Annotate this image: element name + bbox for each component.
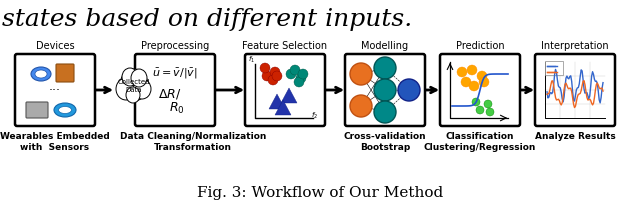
Text: Cross-validation: Cross-validation — [344, 132, 426, 141]
Text: states based on different inputs.: states based on different inputs. — [2, 8, 412, 31]
Text: $R_0$: $R_0$ — [169, 100, 185, 116]
Text: Interpretation: Interpretation — [541, 41, 609, 51]
Circle shape — [472, 98, 480, 106]
Text: Devices: Devices — [36, 41, 74, 51]
Circle shape — [270, 67, 280, 77]
Text: ...: ... — [49, 79, 61, 93]
Ellipse shape — [35, 70, 47, 78]
Text: Modelling: Modelling — [362, 41, 408, 51]
Ellipse shape — [120, 69, 148, 101]
Text: Prediction: Prediction — [456, 41, 504, 51]
Circle shape — [476, 106, 484, 114]
Circle shape — [260, 63, 270, 73]
Circle shape — [457, 67, 467, 77]
Circle shape — [484, 100, 492, 108]
Circle shape — [374, 101, 396, 123]
Ellipse shape — [31, 67, 51, 81]
Circle shape — [486, 108, 494, 116]
Circle shape — [350, 63, 372, 85]
FancyBboxPatch shape — [135, 54, 215, 126]
Ellipse shape — [116, 78, 136, 100]
Circle shape — [374, 79, 396, 101]
Circle shape — [461, 77, 471, 87]
Circle shape — [398, 79, 420, 101]
Text: $f_1$: $f_1$ — [248, 55, 255, 65]
Circle shape — [467, 65, 477, 75]
Circle shape — [296, 73, 306, 83]
Circle shape — [350, 95, 372, 117]
Text: Bootstrap: Bootstrap — [360, 143, 410, 152]
Ellipse shape — [58, 106, 72, 114]
Circle shape — [272, 71, 282, 81]
Text: Data Cleaning/Normalization: Data Cleaning/Normalization — [120, 132, 266, 141]
Polygon shape — [269, 94, 285, 109]
Ellipse shape — [126, 87, 140, 103]
Ellipse shape — [133, 79, 151, 99]
Text: Feature Selection: Feature Selection — [243, 41, 328, 51]
Circle shape — [477, 71, 487, 81]
Text: Fig. 3: Workflow of Our Method: Fig. 3: Workflow of Our Method — [197, 186, 443, 200]
Circle shape — [290, 65, 300, 75]
FancyBboxPatch shape — [535, 54, 615, 126]
Text: Collected: Collected — [118, 79, 150, 85]
Ellipse shape — [54, 103, 76, 117]
Ellipse shape — [131, 69, 147, 87]
Circle shape — [479, 77, 489, 87]
FancyBboxPatch shape — [440, 54, 520, 126]
FancyBboxPatch shape — [545, 61, 563, 75]
FancyBboxPatch shape — [26, 102, 48, 118]
FancyBboxPatch shape — [15, 54, 95, 126]
Circle shape — [469, 81, 479, 91]
Text: Wearables Embedded: Wearables Embedded — [0, 132, 110, 141]
Polygon shape — [281, 88, 297, 103]
Text: with  Sensors: with Sensors — [20, 143, 90, 152]
Polygon shape — [275, 100, 291, 115]
Text: Classification: Classification — [445, 132, 515, 141]
Text: $\bar{u}=\bar{v}/|\bar{v}|$: $\bar{u}=\bar{v}/|\bar{v}|$ — [152, 67, 198, 81]
FancyBboxPatch shape — [345, 54, 425, 126]
FancyBboxPatch shape — [56, 64, 74, 82]
Ellipse shape — [122, 68, 138, 86]
Circle shape — [294, 77, 304, 87]
Circle shape — [268, 75, 278, 85]
Text: $f_2$: $f_2$ — [312, 111, 319, 121]
Circle shape — [262, 71, 272, 81]
Text: $\Delta R/$: $\Delta R/$ — [158, 87, 182, 101]
Text: Data: Data — [125, 87, 142, 93]
Text: Preprocessing: Preprocessing — [141, 41, 209, 51]
Circle shape — [374, 57, 396, 79]
FancyBboxPatch shape — [245, 54, 325, 126]
Circle shape — [298, 69, 308, 79]
Text: Transformation: Transformation — [154, 143, 232, 152]
Text: Clustering/Regression: Clustering/Regression — [424, 143, 536, 152]
Text: Analyze Results: Analyze Results — [534, 132, 616, 141]
Circle shape — [286, 69, 296, 79]
